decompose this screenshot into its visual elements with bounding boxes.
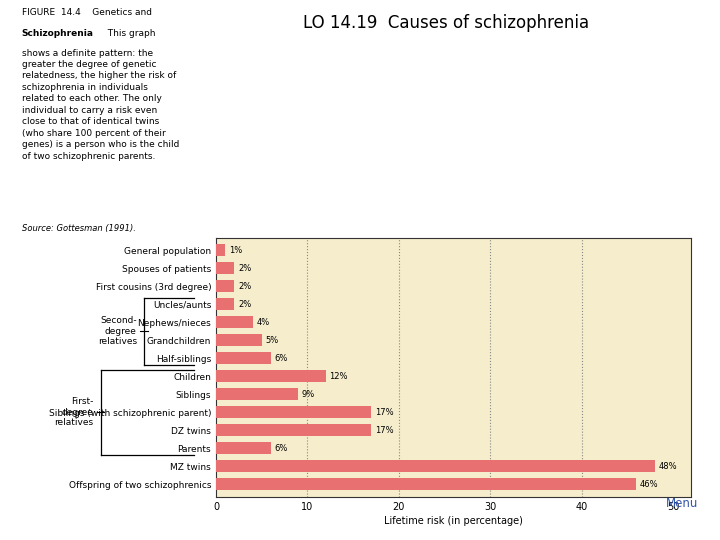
Text: 9%: 9% (302, 390, 315, 399)
Text: 17%: 17% (375, 426, 394, 435)
Bar (216, 352, 271, 364)
Bar (216, 442, 271, 454)
Bar (216, 478, 636, 490)
Bar (216, 388, 298, 400)
Text: LO 14.19  Causes of schizophrenia: LO 14.19 Causes of schizophrenia (303, 14, 590, 31)
Bar (216, 460, 654, 472)
Text: 12%: 12% (329, 372, 348, 381)
Text: 46%: 46% (640, 480, 659, 489)
Text: FIGURE  14.4    Genetics and: FIGURE 14.4 Genetics and (22, 8, 152, 17)
Bar (216, 316, 253, 328)
Bar (216, 406, 372, 418)
Text: First-
degree
relatives: First- degree relatives (55, 397, 94, 427)
Bar (216, 298, 234, 310)
Text: 6%: 6% (274, 444, 288, 453)
Text: Second-
degree
relatives: Second- degree relatives (98, 316, 137, 346)
Bar (216, 244, 225, 256)
Bar (216, 370, 325, 382)
Text: This graph: This graph (102, 29, 156, 38)
Text: Schizophrenia: Schizophrenia (22, 29, 94, 38)
Text: 2%: 2% (238, 282, 251, 291)
Text: 2%: 2% (238, 264, 251, 273)
X-axis label: Lifetime risk (in percentage): Lifetime risk (in percentage) (384, 516, 523, 526)
Text: 6%: 6% (274, 354, 288, 363)
Text: 2%: 2% (238, 300, 251, 309)
Text: Source: Gottesman (1991).: Source: Gottesman (1991). (22, 224, 135, 233)
Text: 1%: 1% (229, 246, 242, 255)
Bar (216, 424, 372, 436)
Bar (216, 280, 234, 292)
Text: 5%: 5% (266, 336, 279, 345)
Text: 48%: 48% (658, 462, 677, 471)
Text: 17%: 17% (375, 408, 394, 417)
Bar (216, 262, 234, 274)
Text: Menu: Menu (666, 497, 698, 510)
Text: shows a definite pattern: the
greater the degree of genetic
relatedness, the hig: shows a definite pattern: the greater th… (22, 49, 179, 160)
Bar (216, 334, 261, 346)
Text: 4%: 4% (256, 318, 269, 327)
